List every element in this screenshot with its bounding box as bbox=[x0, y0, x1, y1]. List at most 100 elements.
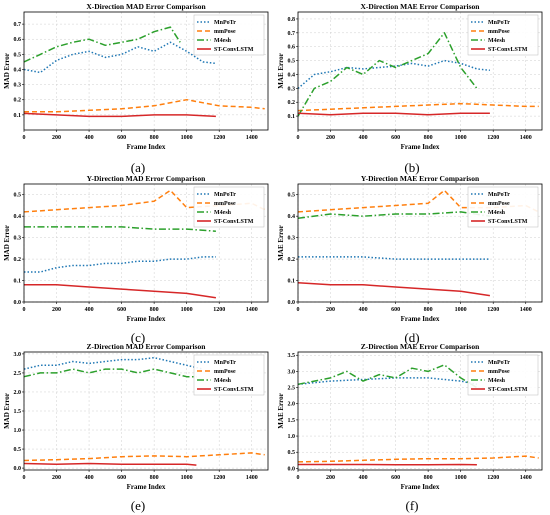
x-tick-label: 200 bbox=[326, 135, 335, 141]
legend-label: MnPoTr bbox=[214, 20, 236, 26]
chart-panel: Y-Direction MAE Error Comparison 0 200 400 6… bbox=[278, 174, 543, 323]
series-line bbox=[24, 256, 216, 273]
x-tick-label: 200 bbox=[52, 135, 61, 141]
legend-label: M4esh bbox=[488, 38, 506, 44]
legend-label: MnPoTr bbox=[488, 20, 510, 26]
x-tick-label: 1200 bbox=[487, 135, 499, 141]
x-tick-label: 1000 bbox=[455, 475, 467, 481]
y-tick-label: 0.3 bbox=[14, 83, 22, 89]
x-tick-label: 1400 bbox=[246, 307, 258, 313]
y-tick-label: 0.6 bbox=[288, 45, 296, 51]
series-line bbox=[297, 364, 478, 389]
panel-label: (e) bbox=[130, 498, 146, 513]
series-line bbox=[23, 26, 181, 63]
x-tick-label: 600 bbox=[117, 135, 126, 141]
x-tick-label: 1000 bbox=[181, 307, 193, 313]
y-tick-label: 0.1 bbox=[288, 114, 296, 120]
y-tick-label: 0.5 bbox=[14, 193, 22, 199]
series-line bbox=[298, 256, 490, 260]
series-line bbox=[23, 112, 216, 118]
y-tick-label: 0.2 bbox=[14, 257, 22, 263]
legend-label: mmPose bbox=[214, 29, 236, 35]
y-tick-label: 0.4 bbox=[288, 214, 296, 220]
y-axis-label: MAD Error bbox=[4, 225, 11, 261]
y-tick-label: 2.5 bbox=[14, 371, 22, 377]
legend-label: mmPose bbox=[488, 369, 510, 375]
y-tick-label: 3.0 bbox=[288, 369, 296, 375]
y-tick-label: 0.5 bbox=[14, 447, 22, 453]
chart-title: X-Direction MAE Error Comparison bbox=[361, 2, 481, 11]
y-axis-label: MAD Error bbox=[4, 53, 11, 89]
x-tick-label: 1400 bbox=[520, 135, 532, 141]
y-axis-label: MAE Error bbox=[278, 393, 285, 428]
x-tick-label: 600 bbox=[391, 135, 400, 141]
chart-title: Z-Direction MAE Error Comparison bbox=[361, 342, 480, 351]
legend-label: ST-ConvLSTM bbox=[488, 47, 528, 53]
legend-label: ST-ConvLSTM bbox=[214, 219, 254, 225]
legend-label: MnPoTr bbox=[488, 192, 510, 198]
chart-panel: X-Direction MAE Error Comparison 0 200 400 6… bbox=[278, 2, 543, 151]
x-tick-label: 1000 bbox=[181, 135, 193, 141]
y-tick-label: 0.7 bbox=[288, 31, 296, 37]
x-tick-label: 1200 bbox=[213, 475, 225, 481]
y-tick-label: 0.8 bbox=[288, 17, 296, 23]
y-tick-label: 0.2 bbox=[288, 100, 296, 106]
plot-frame bbox=[23, 183, 269, 303]
legend-label: M4esh bbox=[214, 38, 232, 44]
legend-label: mmPose bbox=[214, 369, 236, 375]
plot-frame bbox=[297, 11, 543, 131]
x-tick-label: 1400 bbox=[246, 475, 258, 481]
y-tick-label: 2.5 bbox=[288, 386, 296, 392]
x-axis-label: Frame Index bbox=[401, 315, 440, 323]
y-tick-label: 0.7 bbox=[14, 22, 22, 28]
series-line bbox=[297, 211, 491, 220]
x-tick-label: 1200 bbox=[213, 307, 225, 313]
x-tick-label: 1000 bbox=[455, 307, 467, 313]
x-tick-label: 600 bbox=[391, 475, 400, 481]
y-tick-label: 0.6 bbox=[14, 37, 22, 43]
x-tick-label: 1200 bbox=[213, 135, 225, 141]
legend-label: M4esh bbox=[214, 378, 232, 384]
x-tick-label: 1000 bbox=[181, 475, 193, 481]
x-tick-label: 200 bbox=[52, 475, 61, 481]
chart-title: Y-Direction MAE Error Comparison bbox=[361, 174, 480, 183]
y-tick-label: 0.2 bbox=[288, 257, 296, 263]
y-tick-label: 0.5 bbox=[288, 450, 296, 456]
y-axis-label: MAD Error bbox=[4, 393, 11, 429]
x-tick-label: 200 bbox=[52, 307, 61, 313]
x-tick-label: 800 bbox=[150, 475, 159, 481]
chart-panel: Z-Direction MAE Error Comparison 0 200 400 6… bbox=[278, 342, 543, 491]
y-tick-label: 0.4 bbox=[288, 72, 296, 78]
y-tick-label: 2.0 bbox=[288, 402, 296, 408]
legend-label: mmPose bbox=[488, 29, 510, 35]
y-tick-label: 0.5 bbox=[288, 59, 296, 65]
legend-label: mmPose bbox=[214, 201, 236, 207]
y-tick-label: 3.0 bbox=[14, 352, 22, 358]
x-axis-label: Frame Index bbox=[127, 143, 166, 151]
series-line bbox=[23, 41, 216, 74]
x-tick-label: 400 bbox=[359, 307, 368, 313]
x-tick-label: 400 bbox=[85, 307, 94, 313]
x-tick-label: 0 bbox=[297, 307, 300, 313]
y-axis-label: MAE Error bbox=[278, 225, 285, 260]
series-line bbox=[297, 455, 539, 463]
chart-panel: X-Direction MAD Error Comparison 0 200 400 6… bbox=[4, 2, 269, 151]
series-line bbox=[297, 32, 478, 117]
x-tick-label: 1200 bbox=[487, 475, 499, 481]
y-tick-label: 0.5 bbox=[14, 52, 22, 58]
y-tick-label: 1.5 bbox=[288, 418, 296, 424]
y-tick-label: 0.1 bbox=[14, 279, 22, 285]
legend-label: ST-ConvLSTM bbox=[214, 387, 254, 393]
x-tick-label: 400 bbox=[359, 475, 368, 481]
series-line bbox=[23, 189, 266, 213]
x-axis-label: Frame Index bbox=[127, 483, 166, 491]
x-axis-label: Frame Index bbox=[401, 143, 440, 151]
x-tick-label: 1000 bbox=[455, 135, 467, 141]
x-tick-label: 1200 bbox=[487, 307, 499, 313]
y-tick-label: 0.0 bbox=[288, 466, 296, 472]
y-tick-label: 0.3 bbox=[14, 236, 22, 242]
legend-label: ST-ConvLSTM bbox=[488, 219, 528, 225]
x-axis-label: Frame Index bbox=[401, 483, 440, 491]
legend-label: ST-ConvLSTM bbox=[214, 47, 254, 53]
